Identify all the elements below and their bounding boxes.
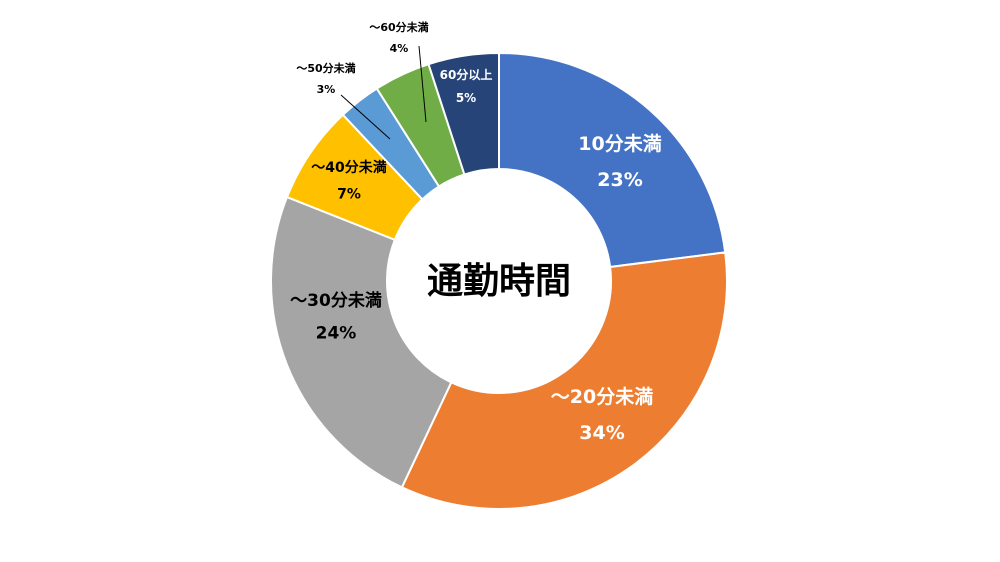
slice-category-label: ～30分未満	[290, 290, 382, 311]
donut-slice	[270, 195, 453, 489]
donut-slices	[270, 51, 728, 510]
donut-slice	[498, 51, 727, 269]
chart-title: 通勤時間	[427, 261, 571, 302]
slice-labels: 10分未満 23% ～20分未満 34% ～30分未満 24% ～40分未満 7% ～50分未満…	[290, 20, 662, 444]
slice-category-label: ～60分未満	[369, 20, 428, 34]
slice-category-label: 60分以上	[440, 67, 493, 82]
slice-value-label: 23%	[597, 169, 642, 191]
slice-category-label: 10分未満	[578, 132, 661, 155]
donut-slice	[427, 51, 500, 176]
slice-value-label: 34%	[579, 422, 624, 444]
slice-value-label: 3%	[317, 83, 336, 96]
slice-category-label: ～40分未満	[311, 159, 386, 176]
leader-lines	[340, 45, 427, 140]
slice-value-label: 7%	[337, 187, 361, 203]
leader-line	[340, 94, 391, 140]
donut-slice	[400, 251, 728, 510]
leader-line	[418, 45, 427, 123]
slice-category-label: ～20分未満	[551, 385, 653, 408]
slice-value-label: 5%	[456, 91, 476, 105]
slice-category-label: ～50分未満	[296, 61, 355, 75]
slice-value-label: 24%	[316, 323, 357, 343]
slice-value-label: 4%	[390, 42, 409, 55]
